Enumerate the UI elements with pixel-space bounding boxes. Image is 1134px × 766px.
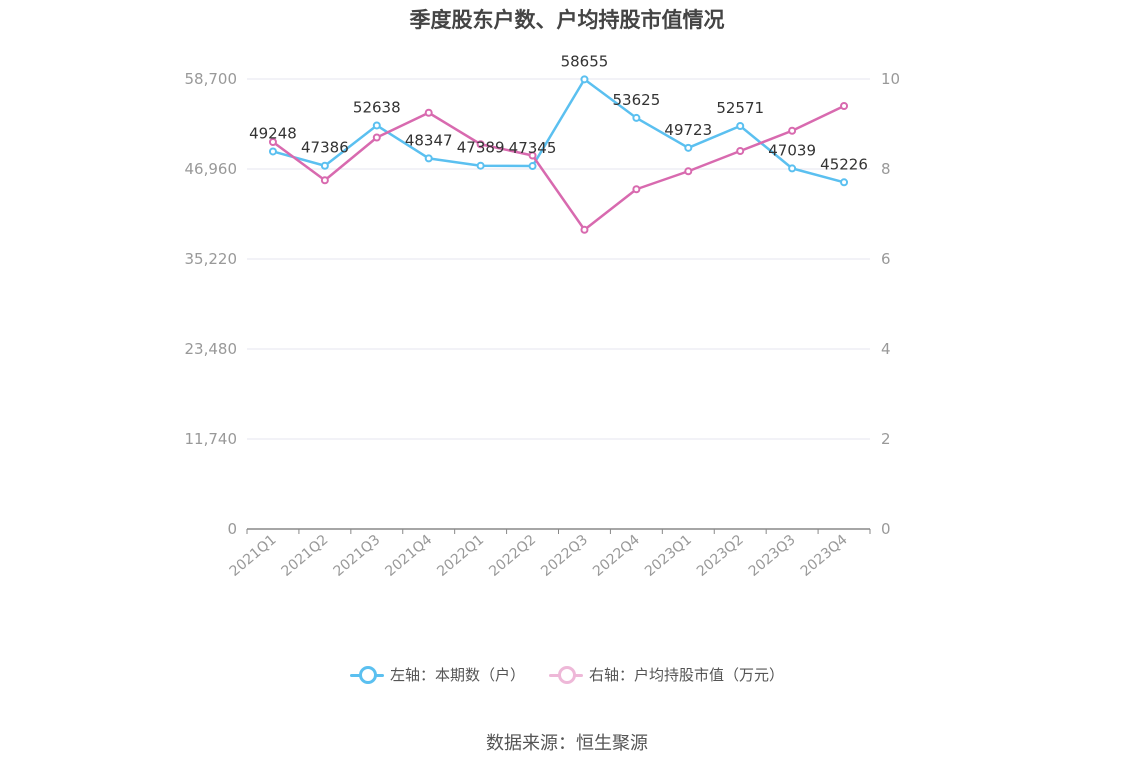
y-left-tick-label: 23,480 [185, 340, 238, 358]
y-right-tick-label: 10 [881, 70, 900, 88]
series-1-point [528, 151, 537, 160]
series-0-point [268, 147, 277, 156]
x-tick-label: 2023Q3 [746, 532, 799, 580]
series-1-point [268, 138, 277, 146]
data-label: 49248 [249, 124, 297, 142]
data-label: 45226 [820, 155, 868, 173]
y-left-tick-label: 35,220 [185, 250, 238, 268]
series-0-point [736, 121, 745, 130]
series-1-point [788, 126, 797, 135]
series-1-point [476, 140, 485, 149]
x-tick-label: 2021Q3 [331, 532, 384, 580]
legend-swatch-blue-icon [349, 665, 384, 685]
series-1-point [320, 176, 329, 185]
series-1-point [424, 108, 433, 117]
x-tick-label: 2022Q2 [486, 532, 539, 580]
legend-label-left: 左轴：本期数（户） [389, 666, 525, 684]
data-label: 47389 [457, 139, 505, 157]
series-1-point [684, 167, 693, 176]
series-0-point [788, 164, 797, 173]
x-tick-label: 2022Q3 [538, 532, 591, 580]
y-left-tick-label: 58,700 [185, 70, 238, 88]
data-label: 52571 [716, 99, 764, 117]
legend-item-right-axis[interactable]: 右轴：户均持股市值（万元） [549, 664, 784, 685]
series-0-point [840, 178, 849, 187]
y-right-tick-label: 2 [881, 430, 891, 448]
data-label: 49723 [664, 121, 712, 139]
chart-title: 季度股东户数、户均持股市值情况 [409, 8, 725, 32]
data-label: 47386 [301, 139, 349, 157]
series-0-point [684, 143, 693, 152]
series-line-0 [272, 78, 845, 184]
data-label: 53625 [613, 91, 661, 109]
series-0-point [320, 161, 329, 170]
series-1-point [372, 133, 381, 142]
y-right-tick-label: 0 [881, 520, 891, 538]
grid-lines [247, 78, 870, 440]
data-label: 48347 [405, 131, 453, 149]
x-tick-label: 2021Q2 [279, 532, 332, 580]
data-label: 47345 [509, 139, 557, 157]
legend: 左轴：本期数（户） 右轴：户均持股市值（万元） [0, 664, 1134, 685]
series-1-point [840, 102, 849, 110]
series-0-point [580, 75, 589, 84]
x-tick-label: 2022Q1 [434, 532, 487, 580]
legend-item-left-axis[interactable]: 左轴：本期数（户） [349, 664, 525, 685]
legend-label-right: 右轴：户均持股市值（万元） [589, 666, 785, 684]
data-label: 58655 [561, 52, 609, 70]
series-1-point [736, 147, 745, 155]
series-line-1 [272, 104, 845, 231]
series-0-point [528, 162, 537, 171]
x-tick-label: 2021Q1 [227, 532, 280, 580]
x-tick-label: 2023Q1 [642, 532, 695, 580]
legend-swatch-pink-icon [549, 665, 583, 685]
series-0-point [424, 154, 433, 163]
line-chart: 0 0 11,740 2 23,480 4 35,220 6 46,960 8 58,700 10 20… [185, 52, 901, 580]
series-0-point [476, 161, 485, 170]
x-tick-label: 2021Q4 [382, 532, 435, 580]
y-right-tick-label: 8 [881, 160, 891, 178]
y-right-tick-label: 4 [881, 340, 891, 358]
x-tick-label: 2022Q4 [590, 532, 643, 580]
series-0-point [632, 113, 641, 122]
y-left-tick-label: 0 [227, 520, 237, 538]
y-left-tick-label: 46,960 [185, 160, 238, 178]
x-tick-label: 2023Q4 [798, 532, 851, 580]
data-source: 数据来源：恒生聚源 [486, 733, 648, 754]
series-lines [268, 75, 849, 234]
y-left-tick-label: 11,740 [185, 430, 238, 448]
x-tick-label: 2023Q2 [694, 532, 747, 580]
data-label: 52638 [353, 98, 401, 116]
series-0-point [372, 121, 381, 130]
series-1-point [580, 225, 589, 234]
data-label: 47039 [768, 141, 816, 159]
series-1-point [632, 185, 641, 194]
y-right-tick-label: 6 [881, 250, 891, 268]
